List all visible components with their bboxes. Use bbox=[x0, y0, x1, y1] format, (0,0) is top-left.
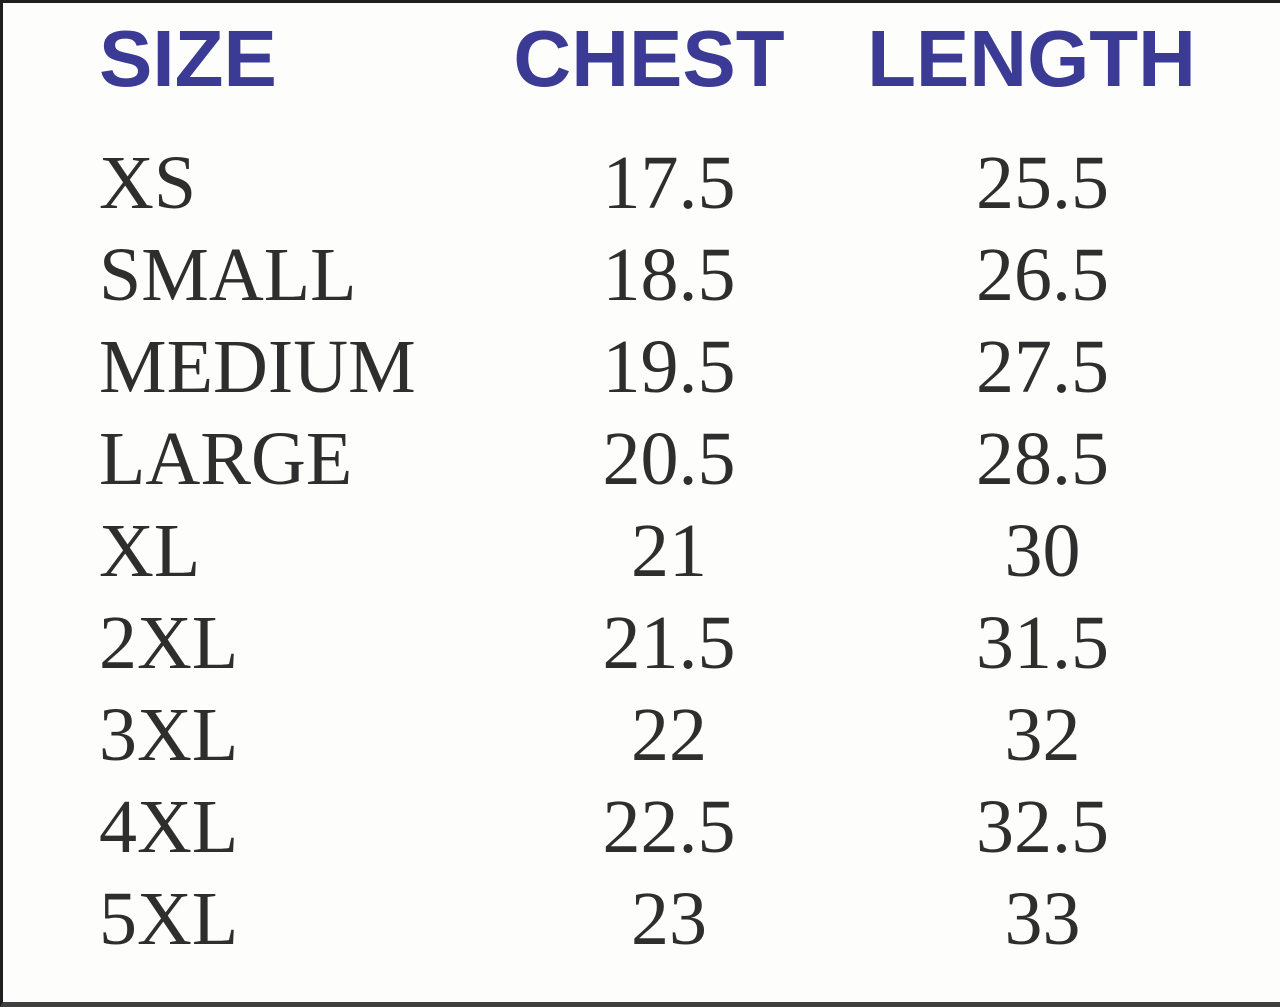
size-cell: XL bbox=[99, 509, 201, 593]
column-header-chest: CHEST bbox=[513, 14, 785, 103]
table-row-3xl: 3XL 22 32 bbox=[3, 689, 1280, 781]
chest-cell: 22.5 bbox=[602, 785, 736, 869]
chest-cell: 22 bbox=[631, 693, 707, 777]
length-cell: 26.5 bbox=[976, 233, 1109, 317]
length-cell: 31.5 bbox=[976, 601, 1109, 685]
length-cell: 32 bbox=[1004, 693, 1081, 777]
size-cell: LARGE bbox=[99, 417, 353, 501]
table-row-xl: XL 21 30 bbox=[3, 505, 1280, 597]
column-header-length: LENGTH bbox=[867, 14, 1196, 103]
length-cell: 32.5 bbox=[976, 785, 1109, 869]
column-header-size: SIZE bbox=[99, 14, 277, 103]
chest-cell: 21.5 bbox=[602, 601, 736, 685]
length-cell: 28.5 bbox=[976, 417, 1109, 501]
table-header-row: SIZE CHEST LENGTH bbox=[3, 3, 1280, 137]
chest-cell: 20.5 bbox=[602, 417, 736, 501]
length-cell: 27.5 bbox=[976, 325, 1109, 409]
table-row-2xl: 2XL 21.5 31.5 bbox=[3, 597, 1280, 689]
length-cell: 30 bbox=[1004, 509, 1081, 593]
size-cell: SMALL bbox=[99, 233, 357, 317]
size-cell: 2XL bbox=[99, 601, 239, 685]
size-cell: MEDIUM bbox=[99, 325, 416, 409]
chest-cell: 19.5 bbox=[602, 325, 736, 409]
chest-cell: 21 bbox=[631, 509, 707, 593]
table-row-xs: XS 17.5 25.5 bbox=[3, 137, 1280, 229]
length-cell: 25.5 bbox=[976, 141, 1109, 225]
size-cell: 5XL bbox=[99, 877, 239, 961]
size-cell: 3XL bbox=[99, 693, 239, 777]
table-row-small: SMALL 18.5 26.5 bbox=[3, 229, 1280, 321]
chest-cell: 17.5 bbox=[602, 141, 736, 225]
table-row-large: LARGE 20.5 28.5 bbox=[3, 413, 1280, 505]
table-row-4xl: 4XL 22.5 32.5 bbox=[3, 781, 1280, 873]
table-body: XS 17.5 25.5 SMALL 18.5 26.5 MEDIUM 19.5… bbox=[3, 137, 1280, 965]
chest-cell: 18.5 bbox=[602, 233, 736, 317]
length-cell: 33 bbox=[1004, 877, 1081, 961]
table-row-medium: MEDIUM 19.5 27.5 bbox=[3, 321, 1280, 413]
table-row-5xl: 5XL 23 33 bbox=[3, 873, 1280, 965]
size-cell: XS bbox=[99, 141, 197, 225]
chest-cell: 23 bbox=[631, 877, 707, 961]
size-cell: 4XL bbox=[99, 785, 239, 869]
